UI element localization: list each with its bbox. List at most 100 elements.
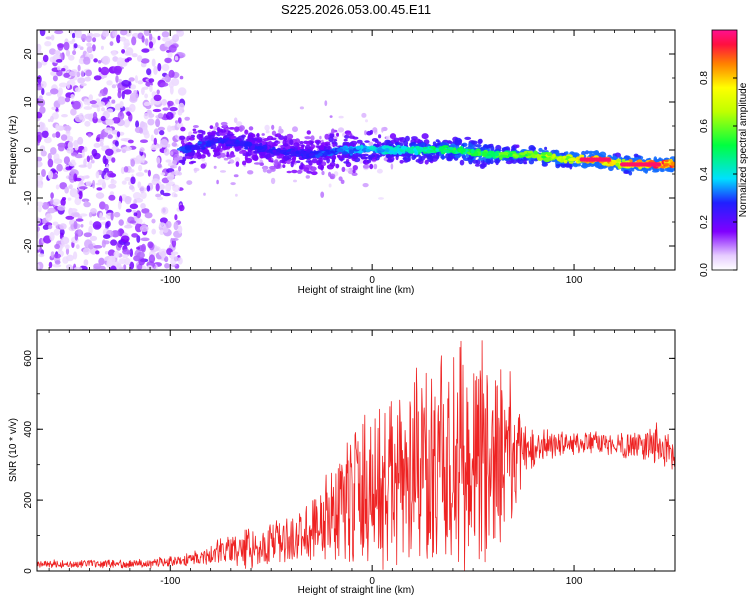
heatmap-cell xyxy=(584,150,590,155)
spectrogram-ylabel: Frequency (Hz) xyxy=(8,116,19,185)
heatmap-cell xyxy=(199,154,206,159)
heatmap-cell xyxy=(98,93,103,97)
heatmap-cell xyxy=(86,46,93,54)
heatmap-cell xyxy=(129,185,134,190)
bot-ytick-label: 400 xyxy=(23,420,34,437)
heatmap-cell xyxy=(415,159,422,163)
heatmap-cell xyxy=(141,87,145,95)
heatmap-cell xyxy=(57,96,66,105)
heatmap-cell xyxy=(422,146,428,150)
heatmap-cell xyxy=(137,80,144,85)
heatmap-cell xyxy=(61,114,68,118)
heatmap-cell xyxy=(340,179,345,184)
heatmap-cell xyxy=(116,263,122,268)
heatmap-cell xyxy=(286,133,294,140)
heatmap-cell xyxy=(579,154,585,158)
heatmap-cell xyxy=(290,146,294,150)
heatmap-cell xyxy=(139,147,145,153)
heatmap-cell xyxy=(39,106,46,114)
heatmap-cell xyxy=(65,166,72,171)
heatmap-cell xyxy=(322,157,329,161)
heatmap-cell xyxy=(130,84,137,90)
heatmap-cell xyxy=(139,224,149,232)
heatmap-cell xyxy=(89,100,97,105)
heatmap-cell xyxy=(382,142,387,146)
heatmap-cell xyxy=(37,216,41,225)
top-ytick-label: -10 xyxy=(23,190,34,205)
heatmap-cell xyxy=(65,247,70,255)
heatmap-cell xyxy=(383,145,390,150)
heatmap-cell xyxy=(77,44,81,49)
heatmap-cell xyxy=(160,138,169,148)
heatmap-cell xyxy=(100,66,110,76)
heatmap-cell xyxy=(379,154,382,158)
heatmap-cell xyxy=(40,81,47,88)
top-ytick-label: 0 xyxy=(23,147,34,153)
heatmap-cell xyxy=(139,185,145,194)
heatmap-cell xyxy=(177,109,183,116)
heatmap-cell xyxy=(77,64,81,72)
heatmap-cell xyxy=(373,163,378,170)
heatmap-cell xyxy=(319,157,323,163)
heatmap-cell xyxy=(121,180,127,185)
heatmap-cell xyxy=(165,159,172,163)
heatmap-cell xyxy=(96,187,103,191)
heatmap-cell xyxy=(136,246,141,250)
heatmap-cell xyxy=(74,193,80,199)
heatmap-cell xyxy=(490,145,495,152)
heatmap-cell xyxy=(435,139,440,143)
heatmap-cell xyxy=(146,185,151,192)
heatmap-cell xyxy=(384,148,390,153)
heatmap-cell xyxy=(81,198,90,203)
heatmap-cell xyxy=(374,139,379,144)
heatmap-cell xyxy=(169,107,178,112)
heatmap-cell xyxy=(80,83,87,87)
heatmap-cell xyxy=(104,204,109,211)
heatmap-cell xyxy=(348,149,355,154)
heatmap-cell xyxy=(47,158,54,168)
heatmap-cell xyxy=(71,32,76,39)
heatmap-cell xyxy=(85,175,90,179)
heatmap-cell xyxy=(573,163,578,168)
heatmap-cell xyxy=(141,129,149,136)
heatmap-cell xyxy=(628,171,633,176)
heatmap-cell xyxy=(103,234,111,240)
heatmap-cell xyxy=(160,82,169,87)
heatmap-cell xyxy=(129,203,139,210)
heatmap-cell xyxy=(79,46,84,50)
heatmap-cell xyxy=(51,106,57,111)
heatmap-cell xyxy=(117,200,122,210)
heatmap-cell xyxy=(175,134,178,139)
heatmap-cell xyxy=(52,133,57,138)
heatmap-cell xyxy=(45,213,53,222)
heatmap-cell xyxy=(66,81,71,89)
heatmap-cell xyxy=(188,137,195,141)
heatmap-cell xyxy=(122,149,126,154)
heatmap-cell xyxy=(306,130,311,135)
heatmap-cell xyxy=(501,154,508,158)
heatmap-cell xyxy=(362,183,369,188)
heatmap-cell xyxy=(485,158,491,164)
heatmap-cell xyxy=(442,149,450,153)
heatmap-cell xyxy=(95,171,100,179)
heatmap-cell xyxy=(352,136,359,140)
heatmap-cell xyxy=(330,150,334,154)
heatmap-cell xyxy=(140,203,146,209)
heatmap-cell xyxy=(365,119,368,123)
heatmap-cell xyxy=(159,184,165,191)
heatmap-cell xyxy=(100,45,104,50)
heatmap-cell xyxy=(489,159,494,165)
heatmap-cell xyxy=(256,133,260,138)
heatmap-cell xyxy=(140,139,148,143)
heatmap-cell xyxy=(304,136,312,140)
heatmap-cell xyxy=(57,205,66,211)
heatmap-cell xyxy=(560,162,567,168)
heatmap-cell xyxy=(270,177,276,185)
heatmap-cell xyxy=(148,254,156,264)
heatmap-cell xyxy=(290,161,294,168)
heatmap-cell xyxy=(637,159,643,163)
heatmap-cell xyxy=(80,224,84,228)
heatmap-cell xyxy=(250,145,255,151)
heatmap-cell xyxy=(83,259,89,266)
heatmap-cell xyxy=(386,158,394,163)
